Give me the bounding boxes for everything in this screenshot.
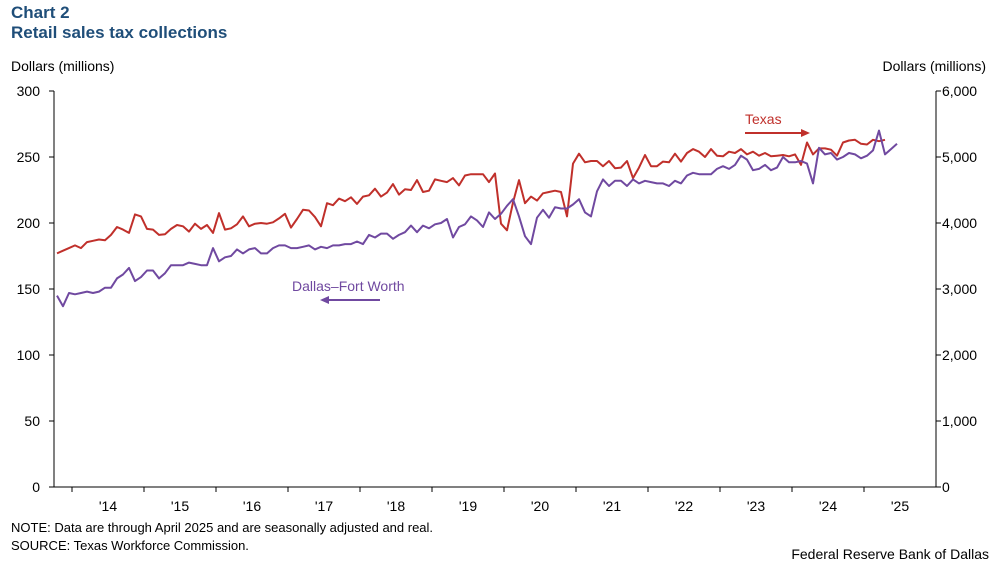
x-axis-tick-label: '14 (99, 498, 117, 514)
right-axis-tick-label: 6,000 (942, 83, 977, 99)
x-axis-tick-label: '15 (171, 498, 189, 514)
x-axis-tick-label: '25 (891, 498, 909, 514)
x-axis-tick-label: '19 (459, 498, 477, 514)
left-axis-tick-label: 0 (32, 479, 40, 495)
left-axis-tick-label: 200 (17, 215, 41, 231)
x-axis-tick-label: '22 (675, 498, 693, 514)
x-axis-tick-label: '21 (603, 498, 621, 514)
x-axis-tick-label: '17 (315, 498, 333, 514)
x-axis-tick-label: '16 (243, 498, 261, 514)
left-axis-tick-label: 50 (24, 413, 40, 429)
credit-text: Federal Reserve Bank of Dallas (791, 546, 989, 562)
texas-series-line (56, 138, 886, 255)
dfw-series-label: Dallas–Fort Worth (292, 278, 405, 294)
x-axis-tick-label: '24 (819, 498, 837, 514)
annotations: Texas Dallas–Fort Worth (292, 111, 810, 304)
right-axis-unit: Dollars (millions) (882, 58, 986, 74)
axes: 0 50 100 150 200 250 300 0 1,000 2,000 3,000 4,000 5… (17, 83, 978, 514)
x-axis-tick-label: '20 (531, 498, 549, 514)
series-lines (56, 129, 898, 308)
left-axis-tick-label: 250 (17, 149, 41, 165)
note-text: NOTE: Data are through April 2025 and ar… (11, 520, 434, 535)
left-axis-tick-label: 100 (17, 347, 41, 363)
texas-arrow-head (801, 129, 810, 137)
dfw-arrow-head (320, 296, 329, 304)
x-axis-tick-label: '18 (387, 498, 405, 514)
right-axis-tick-label: 0 (942, 479, 950, 495)
right-axis-tick-label: 2,000 (942, 347, 977, 363)
source-text: SOURCE: Texas Workforce Commission. (11, 538, 249, 553)
texas-series-label: Texas (745, 111, 782, 127)
dfw-series-line (56, 129, 898, 308)
x-axis-tick-label: '23 (747, 498, 765, 514)
right-axis-tick-label: 3,000 (942, 281, 977, 297)
left-axis-tick-label: 150 (17, 281, 41, 297)
right-axis-tick-label: 5,000 (942, 149, 977, 165)
left-axis-tick-label: 300 (17, 83, 41, 99)
left-axis-unit: Dollars (millions) (11, 58, 115, 74)
chart-title: Retail sales tax collections (11, 23, 228, 42)
chart-number: Chart 2 (11, 3, 70, 22)
right-axis-tick-label: 4,000 (942, 215, 977, 231)
right-axis-tick-label: 1,000 (942, 413, 977, 429)
